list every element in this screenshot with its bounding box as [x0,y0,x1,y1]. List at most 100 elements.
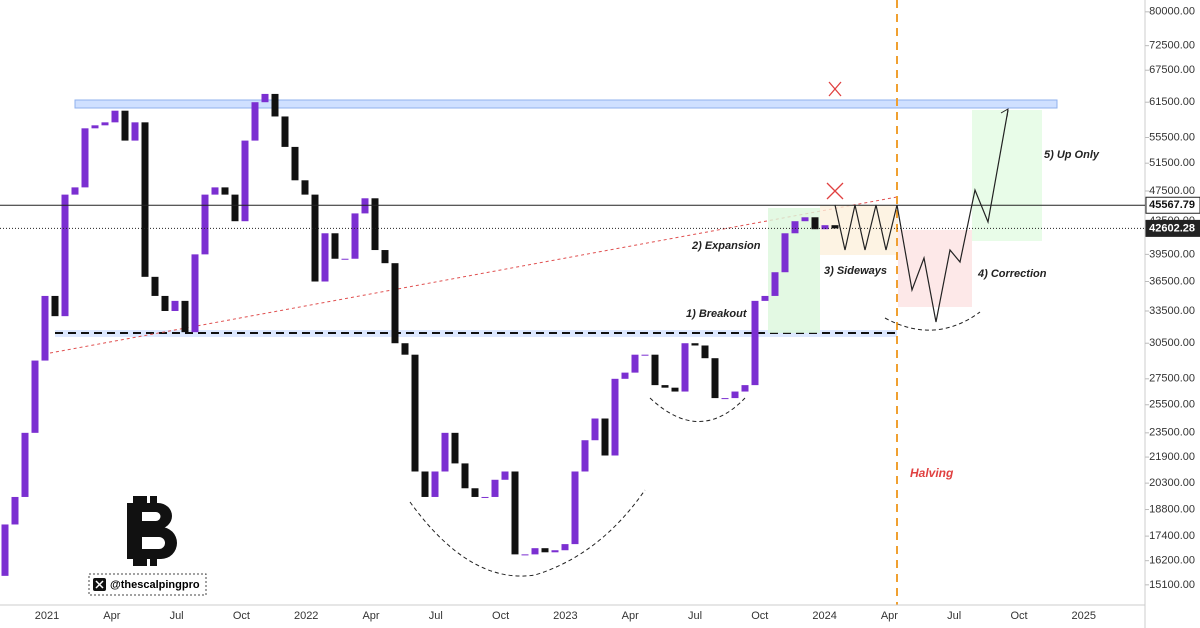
y-tick-label: 67500.00 [1149,64,1195,76]
logo-part [150,557,157,566]
candle-body [781,233,789,273]
x-tick-label: Jul [688,610,702,622]
x-icon [95,580,104,589]
candle-body [581,440,589,472]
candle-body [221,187,229,195]
candle-body [361,198,369,214]
candle-body [61,194,69,317]
candle-body [501,471,509,480]
candle-body [161,295,169,311]
candle-body [641,354,649,356]
logo-part [127,527,177,559]
annotation: 5) Up Only [1044,149,1100,161]
candle-body [231,194,239,222]
candle-body [131,122,139,141]
price-label-box [1145,196,1200,214]
price-label: 45567.79 [1149,199,1195,211]
annotations: @thescalpingpro 1) Breakout 2) Expansion… [49,0,1100,605]
annotation: 4) Correction [977,268,1047,280]
candle-body [481,496,489,498]
projection-path [834,109,1009,323]
correction-box [898,230,972,307]
y-tick-label: 27500.00 [1149,373,1195,385]
y-tick-label: 55500.00 [1149,131,1195,143]
candle-body [601,418,609,456]
candle-body [281,116,289,147]
x-tick-label: Oct [233,610,250,622]
logo-part [140,496,147,505]
candle-body [821,225,829,230]
annotation: 1) Breakout [686,308,748,320]
candle-body [671,387,679,392]
x-tick-label: Apr [881,610,898,622]
candle-body [71,187,79,195]
candle-body [651,354,659,386]
y-tick-label: 39500.00 [1149,248,1195,260]
candle-body [761,295,769,301]
candle-body [561,544,569,551]
candle-body [721,398,729,400]
annotation: 3) Sideways [824,265,887,277]
logo-part [127,503,172,529]
logo-part [140,557,147,566]
candle-body [201,194,209,255]
up-only-box [972,110,1042,241]
resistance-zone [74,99,1058,109]
candle-body [681,343,689,392]
candle-body [401,343,409,355]
y-tick-label: 36500.00 [1149,275,1195,287]
x-tick-label: 2023 [553,610,577,622]
candle-body [181,300,189,333]
x-tick-label: Jul [170,610,184,622]
candle-body [291,146,299,181]
y-tick-label: 25500.00 [1149,399,1195,411]
candle-body [791,221,799,234]
candle-body [571,471,579,545]
x-tick-label: 2021 [35,610,59,622]
candle-body [171,300,179,311]
candle-body [371,198,379,251]
candle-body [551,550,559,553]
candle-body [801,217,809,222]
candle-body [691,343,699,346]
candle-body [711,358,719,399]
candle-body [121,110,129,141]
x-tick-label: 2025 [1072,610,1096,622]
candle-body [491,479,499,497]
candle-body [831,225,839,229]
x-tick-label: Oct [492,610,509,622]
x-tick-label: 2024 [812,610,836,622]
candle-body [51,295,59,317]
x-tick-label: Apr [103,610,120,622]
y-tick-label: 18800.00 [1149,503,1195,515]
cup-curve [884,311,981,331]
candle-body [311,194,319,282]
candle-body [661,385,669,388]
candle-body [421,471,429,497]
candle-body [441,432,449,472]
candle-body [381,250,389,264]
candle-body [271,93,279,117]
candle-body [151,276,159,296]
candle-body [211,187,219,195]
candle-body [621,372,629,379]
candle-body [261,93,269,103]
candle-body [81,128,89,188]
candle-body [251,102,259,141]
x-tick-label: Oct [751,610,768,622]
handle: @thescalpingpro [110,579,200,591]
candle-body [141,122,149,277]
bitcoin-logo [127,496,177,566]
y-tick-label: 15100.00 [1149,579,1195,591]
candle-body [531,548,539,555]
candle-body [771,272,779,296]
y-tick-label: 33500.00 [1149,305,1195,317]
candle-body [341,258,349,260]
candle-body [191,254,199,333]
cup-curve [409,489,646,577]
candle-body [11,496,19,525]
candle-body [751,300,759,386]
y-tick-label: 51500.00 [1149,157,1195,169]
y-tick-label: 47500.00 [1149,185,1195,197]
